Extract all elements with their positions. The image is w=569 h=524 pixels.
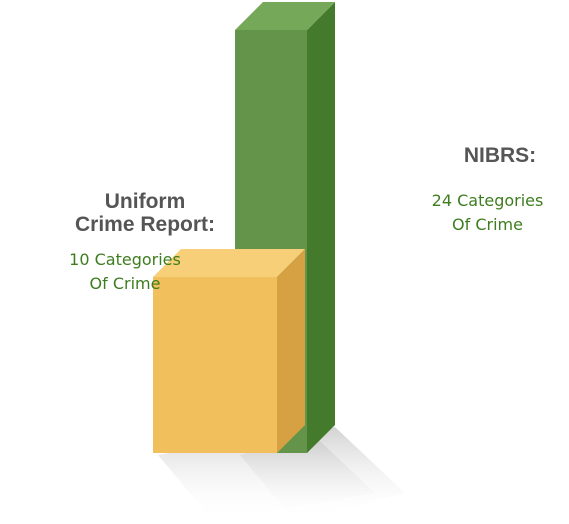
ucr-detail-line-2: Of Crime <box>89 274 161 293</box>
bars-group <box>153 2 335 453</box>
ucr-detail: 10 Categories Of Crime <box>20 248 230 296</box>
ucr-bar-side <box>277 249 305 453</box>
ucr-annotation: Uniform Crime Report: 10 Categories Of C… <box>40 190 250 296</box>
nibrs-bar-side <box>307 2 335 453</box>
ucr-detail-line-1: 10 Categories <box>69 250 181 269</box>
nibrs-title: NIBRS: <box>435 144 565 167</box>
ucr-title-line-2: Crime Report: <box>74 213 216 236</box>
nibrs-detail-line-1: 24 Categories <box>431 191 544 210</box>
nibrs-bar-top <box>235 2 335 30</box>
ucr-bar-front <box>153 277 277 453</box>
ucr-bar-top <box>153 249 305 277</box>
ucr-title: Uniform Crime Report: <box>40 190 250 236</box>
ucr-bar <box>153 249 305 453</box>
nibrs-detail: 24 Categories Of Crime <box>410 189 565 237</box>
nibrs-annotation: NIBRS: 24 Categories Of Crime <box>410 144 565 237</box>
nibrs-title-line-1: NIBRS: <box>463 144 537 167</box>
nibrs-detail-line-2: Of Crime <box>452 215 523 234</box>
ucr-title-line-1: Uniform <box>104 190 186 213</box>
